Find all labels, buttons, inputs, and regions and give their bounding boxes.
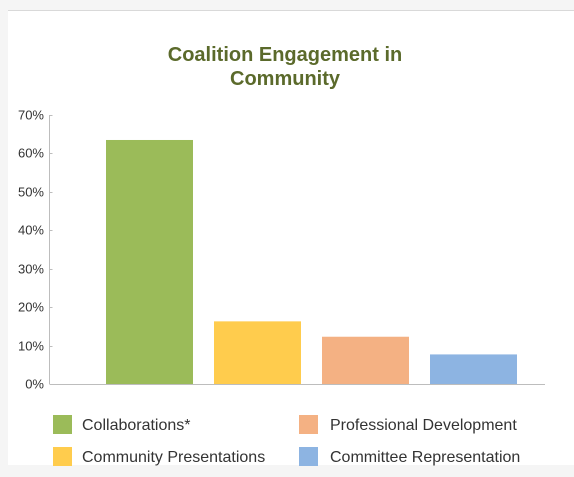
y-tick-label: 10% bbox=[18, 339, 44, 354]
legend-label: Community Presentations bbox=[82, 449, 265, 466]
bar-2 bbox=[214, 321, 301, 384]
legend-label: Collaborations* bbox=[82, 417, 191, 434]
y-tick-label: 70% bbox=[18, 108, 44, 123]
bar-3 bbox=[322, 336, 409, 384]
y-tick-label: 40% bbox=[18, 223, 44, 238]
legend: Collaborations* Professional Development C… bbox=[53, 415, 520, 466]
legend-swatch bbox=[53, 447, 72, 466]
top-rule bbox=[8, 10, 574, 11]
bar-4 bbox=[430, 354, 517, 384]
y-ticks: 0% 10% 20% 30% 40% 50% 60% 70% bbox=[18, 108, 53, 392]
chart-title: Coalition Engagement in Community bbox=[167, 44, 403, 90]
legend-label: Committee Representation bbox=[330, 449, 520, 466]
y-tick-label: 50% bbox=[18, 185, 44, 200]
y-tick-label: 0% bbox=[25, 377, 44, 392]
legend-label: Professional Development bbox=[330, 417, 517, 434]
legend-swatch bbox=[299, 415, 318, 434]
bar-1 bbox=[106, 139, 193, 384]
y-tick-label: 60% bbox=[18, 146, 44, 161]
legend-swatch bbox=[53, 415, 72, 434]
y-tick-label: 20% bbox=[18, 300, 44, 315]
plot-area bbox=[8, 11, 574, 465]
y-tick-label: 30% bbox=[18, 262, 44, 277]
legend-swatch bbox=[299, 447, 318, 466]
bars bbox=[106, 139, 517, 384]
